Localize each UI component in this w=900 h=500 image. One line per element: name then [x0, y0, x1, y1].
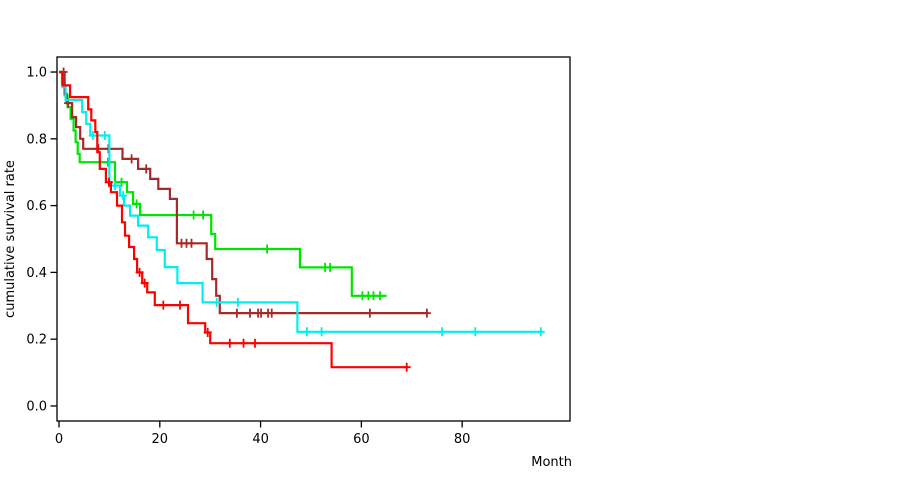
x-axis-title: Month: [531, 455, 572, 470]
x-axis-tick-label: 60: [353, 432, 370, 447]
y-axis-tick-label: 1.0: [26, 66, 47, 81]
x-axis-tick-label: 0: [55, 432, 63, 447]
survival-curve-group-red: [59, 70, 409, 369]
survival-curve-group-cyan: [59, 70, 543, 333]
x-axis-tick-label: 40: [252, 432, 269, 447]
y-axis-tick-label: 0.6: [26, 199, 47, 214]
censor-marks-group-green: [95, 157, 384, 301]
y-axis-tick-label: 0.0: [26, 399, 47, 414]
censor-marks-group-cyan: [88, 131, 545, 337]
y-axis-tick-label: 0.2: [26, 333, 47, 348]
x-axis-tick-label: 20: [152, 432, 169, 447]
censor-marks-group-red: [104, 177, 411, 372]
y-axis-title: cumulative survival rate: [3, 160, 18, 318]
x-axis-tick-label: 80: [454, 432, 471, 447]
y-axis-tick-label: 0.8: [26, 132, 47, 147]
y-axis-tick-label: 0.4: [26, 266, 47, 281]
plot-border: [56, 56, 571, 422]
